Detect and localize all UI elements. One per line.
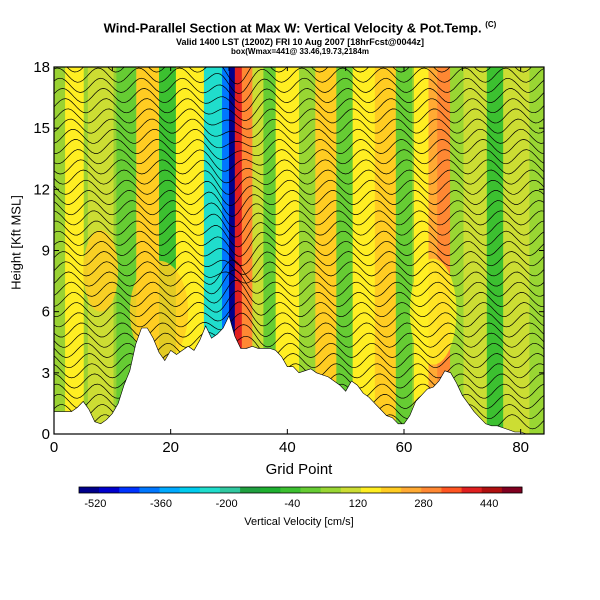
colorbar-label: Vertical Velocity [cm/s] xyxy=(244,516,354,528)
velocity-band xyxy=(463,67,491,434)
y-tick-label: 3 xyxy=(42,365,50,382)
subtitle-max-info: box(Wmax=441@ 33.46,19.73,2184m xyxy=(231,47,369,56)
velocity-band xyxy=(234,67,246,434)
theta-contour xyxy=(54,240,544,266)
velocity-band xyxy=(395,67,413,434)
theta-contour xyxy=(54,324,544,348)
colorbar-swatch xyxy=(240,487,261,493)
velocity-band xyxy=(428,67,441,434)
y-axis-label: Height [Kft MSL] xyxy=(8,195,24,290)
subtitle-valid-time: Valid 1400 LST (1200Z) FRI 10 Aug 2007 [… xyxy=(175,37,425,47)
colorbar-tick-label: 120 xyxy=(349,498,367,510)
theta-contour xyxy=(54,210,544,238)
colorbar-swatch xyxy=(139,487,161,493)
x-tick-label: 0 xyxy=(50,439,58,456)
colorbar-frame xyxy=(78,486,523,494)
colorbar-swatch xyxy=(461,487,483,493)
theta-contour xyxy=(54,139,544,160)
colorbar-swatch xyxy=(320,487,342,493)
theta-contour xyxy=(54,159,544,184)
x-tick-label: 60 xyxy=(396,439,413,456)
theta-contour xyxy=(54,77,544,104)
colorbar-swatch xyxy=(99,487,120,493)
theta-contour xyxy=(54,98,544,121)
colorbar-swatch xyxy=(421,487,442,493)
title-tag: (C) xyxy=(485,20,497,29)
colorbar-tick-label: -520 xyxy=(84,498,106,510)
velocity-band xyxy=(336,67,355,434)
theta-contour xyxy=(54,312,544,338)
x-tick-label: 80 xyxy=(512,439,529,456)
warm-blob xyxy=(83,230,119,312)
y-tick-label: 6 xyxy=(42,304,50,321)
theta-contour xyxy=(54,280,544,307)
velocity-band xyxy=(503,67,533,434)
colorbar-swatch xyxy=(260,487,281,493)
colorbar-swatch xyxy=(340,487,362,493)
theta-contour xyxy=(54,220,544,248)
theta-contour xyxy=(54,261,544,284)
x-tick-label: 40 xyxy=(279,439,296,456)
velocity-band xyxy=(65,67,84,434)
y-tick-label: 9 xyxy=(42,243,50,260)
x-axis-label: Grid Point xyxy=(265,461,333,478)
chart-title: Wind-Parallel Section at Max W: Vertical… xyxy=(103,20,497,36)
colorbar-tick-label: 440 xyxy=(480,498,498,510)
y-tick-label: 18 xyxy=(33,59,50,76)
colorbar-swatch xyxy=(300,487,322,493)
theta-contour xyxy=(54,88,544,113)
y-tick-label: 0 xyxy=(42,426,50,443)
colorbar-swatch xyxy=(119,487,140,493)
y-tick-label: 12 xyxy=(33,181,50,198)
y-tick-label: 15 xyxy=(33,120,50,137)
colorbar-swatch xyxy=(381,487,402,493)
colorbar-swatch xyxy=(280,487,301,493)
theta-contour xyxy=(54,128,544,149)
theta-contour xyxy=(54,259,544,287)
colorbar-tick-label: -360 xyxy=(150,498,172,510)
colorbar-tick-label: -200 xyxy=(216,498,238,510)
theta-contour xyxy=(54,190,544,217)
terrain xyxy=(54,314,544,434)
colorbar-swatch xyxy=(199,487,221,493)
velocity-band xyxy=(529,67,544,434)
theta-contour xyxy=(54,200,544,228)
theta-contour xyxy=(54,108,544,130)
theta-contour xyxy=(54,230,544,257)
theta-contour xyxy=(54,179,544,206)
colorbar-swatch xyxy=(179,487,201,493)
velocity-band xyxy=(229,67,239,434)
colorbar-tick-label: -40 xyxy=(284,498,300,510)
velocity-band xyxy=(374,67,399,434)
colorbar-swatch xyxy=(401,487,422,493)
colorbar-swatch xyxy=(219,487,241,493)
theta-contour xyxy=(54,149,544,172)
theta-contour xyxy=(54,269,544,297)
colorbar-swatch xyxy=(481,487,503,493)
theta-contour xyxy=(54,290,544,318)
colorbar-swatch xyxy=(441,487,463,493)
velocity-band xyxy=(222,67,234,434)
warm-blob xyxy=(409,258,457,365)
colorbar-swatch xyxy=(501,487,523,493)
velocity-band xyxy=(486,67,508,434)
theta-contour xyxy=(54,118,544,139)
field-layer xyxy=(54,67,544,434)
colorbar-tick-label: 280 xyxy=(414,498,432,510)
velocity-band xyxy=(116,67,138,434)
x-tick-label: 20 xyxy=(162,439,179,456)
theta-contour xyxy=(54,301,544,328)
theta-contour xyxy=(54,251,544,275)
colorbar-swatch xyxy=(360,487,382,493)
colorbar-swatch xyxy=(159,487,181,493)
velocity-band xyxy=(241,67,254,434)
colorbar-swatch xyxy=(79,487,100,493)
theta-contour xyxy=(54,169,544,195)
